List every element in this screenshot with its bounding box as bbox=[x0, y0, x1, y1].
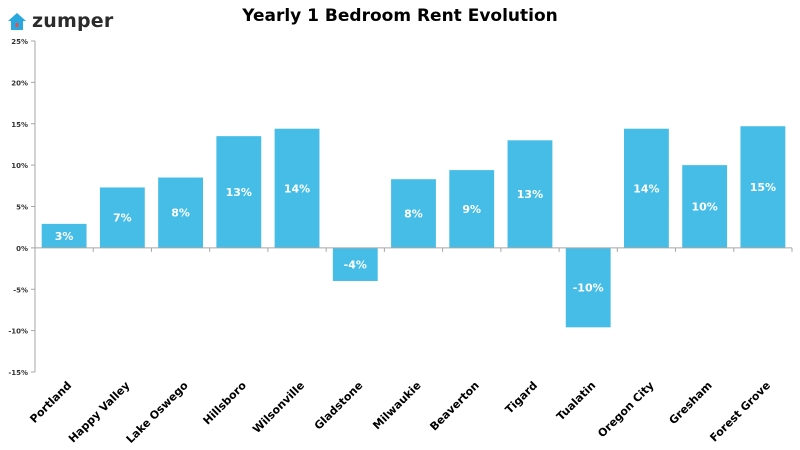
y-tick-label: -5% bbox=[13, 286, 28, 294]
data-label: -10% bbox=[573, 282, 604, 295]
house-icon bbox=[8, 13, 26, 30]
category-label: Milwaukie bbox=[370, 379, 423, 432]
bar bbox=[274, 128, 320, 248]
data-label: 8% bbox=[171, 207, 190, 220]
data-label: 14% bbox=[633, 182, 659, 195]
bar bbox=[507, 140, 553, 248]
data-label: 3% bbox=[55, 230, 74, 243]
bar bbox=[740, 126, 786, 248]
category-label: Tigard bbox=[503, 379, 540, 416]
data-label: 9% bbox=[462, 203, 481, 216]
bar bbox=[158, 177, 203, 248]
bar bbox=[391, 179, 436, 248]
bar bbox=[682, 165, 728, 248]
brand-name: zumper bbox=[32, 10, 114, 32]
bar bbox=[624, 128, 669, 248]
category-label: Happy Valley bbox=[66, 379, 132, 445]
y-tick-label: 5% bbox=[16, 204, 28, 212]
data-label: 14% bbox=[284, 182, 310, 195]
y-tick-label: 0% bbox=[16, 245, 28, 253]
category-label: Forest Grove bbox=[707, 379, 773, 445]
category-label: Lake Oswego bbox=[124, 379, 191, 446]
bar bbox=[565, 247, 611, 328]
category-label: Gladstone bbox=[312, 379, 366, 433]
data-label: -4% bbox=[344, 258, 367, 271]
brand-logo: zumper bbox=[6, 6, 113, 36]
category-label: Wilsonville bbox=[250, 379, 307, 436]
y-tick-label: -15% bbox=[8, 369, 28, 377]
category-label: Tualatin bbox=[554, 379, 598, 423]
data-label: 13% bbox=[517, 188, 543, 201]
category-label: Beaverton bbox=[427, 379, 481, 433]
category-label: Hillsboro bbox=[201, 379, 250, 428]
data-label: 10% bbox=[691, 201, 717, 214]
bar bbox=[332, 247, 378, 281]
category-label: Portland bbox=[27, 379, 74, 426]
y-tick-label: 25% bbox=[11, 38, 28, 46]
category-label: Oregon City bbox=[595, 379, 656, 440]
data-label: 13% bbox=[226, 186, 252, 199]
data-label: 15% bbox=[750, 181, 776, 194]
bar bbox=[41, 223, 87, 248]
category-label: Gresham bbox=[667, 379, 715, 427]
bar bbox=[449, 170, 495, 248]
y-tick-label: 10% bbox=[11, 162, 28, 170]
bar bbox=[99, 187, 145, 248]
chart-title: Yearly 1 Bedroom Rent Evolution bbox=[242, 6, 558, 26]
y-tick-label: -10% bbox=[8, 328, 28, 336]
y-tick-label: 20% bbox=[11, 79, 28, 87]
data-label: 7% bbox=[113, 212, 132, 225]
bar bbox=[216, 136, 262, 248]
data-label: 8% bbox=[404, 208, 423, 221]
y-tick-label: 15% bbox=[11, 121, 28, 129]
